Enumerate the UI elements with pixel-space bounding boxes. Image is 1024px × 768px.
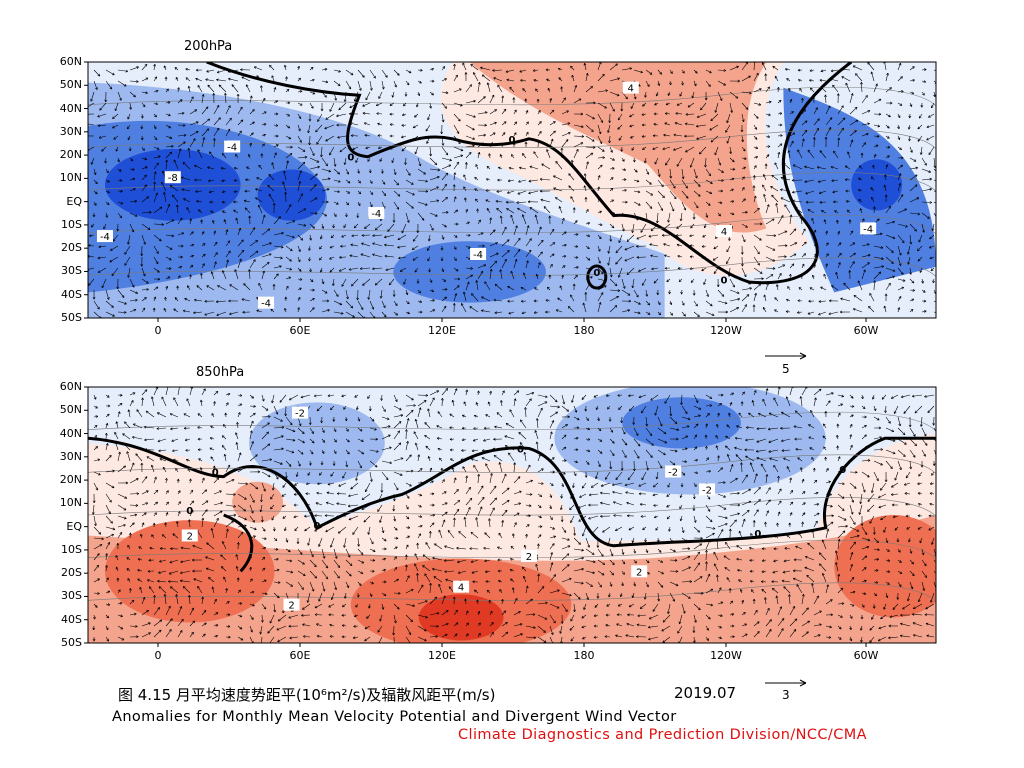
lon-label: 120W bbox=[710, 324, 742, 337]
lat-label: 60N bbox=[59, 55, 82, 68]
contour-label: -4 bbox=[261, 299, 271, 310]
zero-contour bbox=[206, 62, 853, 285]
lat-label: 30S bbox=[61, 589, 82, 603]
contour-label: 0 bbox=[517, 444, 524, 455]
lat-label: 10S bbox=[61, 542, 82, 556]
contour-label: 0 bbox=[347, 153, 354, 164]
lat-label: 20S bbox=[61, 241, 82, 255]
contour-line bbox=[88, 86, 936, 106]
contour-label: 0 bbox=[313, 521, 320, 532]
reference-vector-head bbox=[799, 352, 807, 360]
lat-label: 50S bbox=[61, 311, 82, 324]
lon-label: 120W bbox=[710, 649, 742, 662]
contour-label: 4 bbox=[721, 227, 727, 238]
lat-label: 20N bbox=[59, 148, 82, 162]
panel-title: 200hPa bbox=[184, 39, 233, 54]
reference-vector-head bbox=[799, 679, 807, 687]
contour-label: -2 bbox=[295, 409, 305, 420]
divergent-wind-vectors bbox=[88, 62, 936, 318]
lat-label: 10N bbox=[59, 171, 82, 185]
panel-title: 850hPa bbox=[196, 365, 245, 380]
contour-label: 0 bbox=[754, 529, 761, 540]
contour-label: 4 bbox=[628, 84, 634, 95]
lat-label: 30N bbox=[59, 124, 82, 138]
negative-region bbox=[393, 241, 546, 303]
map-frame bbox=[87, 61, 937, 319]
lat-label: 60N bbox=[59, 380, 82, 393]
lon-label: 60E bbox=[289, 649, 311, 662]
reference-vector-label: 3 bbox=[782, 688, 790, 702]
lon-label: 120E bbox=[428, 649, 456, 662]
contour-label: -4 bbox=[473, 250, 483, 261]
contour-labels: -2 -2 -2 2 2 2 2 4 0 0 0 0 0 0 bbox=[181, 406, 846, 612]
positive-region bbox=[834, 515, 936, 618]
lon-label: 60W bbox=[853, 324, 879, 337]
contour-label: -2 bbox=[702, 485, 712, 496]
lat-label: 10S bbox=[61, 217, 82, 231]
divergent-wind-vectors bbox=[91, 387, 936, 643]
contour-label: 0 bbox=[509, 135, 516, 146]
map-frame bbox=[87, 386, 937, 644]
negative-core bbox=[851, 159, 903, 211]
lat-label: 40N bbox=[59, 426, 82, 440]
reference-vector-label: 5 bbox=[782, 362, 790, 376]
lat-label: 30N bbox=[59, 449, 82, 463]
contour-label: 0 bbox=[212, 467, 219, 478]
negative-core bbox=[257, 169, 326, 221]
contour-label: -4 bbox=[371, 209, 381, 220]
lat-label: 30S bbox=[61, 264, 82, 278]
negative-core bbox=[104, 149, 241, 221]
lat-label: 40S bbox=[61, 287, 82, 301]
lon-label: 120E bbox=[428, 324, 456, 337]
lat-label: 20S bbox=[61, 566, 82, 580]
contour-label: -4 bbox=[100, 232, 110, 243]
contour-label: 2 bbox=[288, 601, 294, 612]
zero-contour bbox=[223, 513, 254, 573]
contour-label: 0 bbox=[839, 465, 846, 476]
lon-label: 60W bbox=[853, 649, 879, 662]
lat-label: 20N bbox=[59, 473, 82, 487]
positive-region bbox=[232, 481, 284, 523]
lat-label: 50N bbox=[59, 78, 82, 92]
caption-date: 2019.07 bbox=[674, 684, 737, 702]
lon-label: 60E bbox=[289, 324, 311, 337]
lon-label: 180 bbox=[573, 324, 595, 337]
contour-label: -2 bbox=[668, 467, 678, 478]
lat-label: 40S bbox=[61, 612, 82, 626]
caption-credit: Climate Diagnostics and Prediction Divis… bbox=[458, 727, 867, 743]
lat-label: 50S bbox=[61, 636, 82, 649]
contour-label: 0 bbox=[186, 506, 193, 517]
lat-label: 10N bbox=[59, 496, 82, 510]
caption-chinese: 图 4.15 月平均速度势距平(10⁶m²/s)及辐散风距平(m/s) bbox=[118, 686, 496, 704]
lat-label: EQ bbox=[66, 519, 82, 533]
negative-core bbox=[622, 397, 741, 449]
negative-region bbox=[249, 402, 385, 485]
contour-label: -8 bbox=[168, 173, 178, 184]
contour-label: 4 bbox=[458, 583, 464, 594]
contour-label: 0 bbox=[593, 268, 600, 279]
zero-contour bbox=[88, 436, 936, 548]
contour-labels: -4 -8 -4 -4 -4 -4 -4 4 4 0 0 0 0 bbox=[96, 81, 877, 310]
lat-label: 40N bbox=[59, 101, 82, 115]
contour-line bbox=[88, 497, 936, 517]
lat-label: 50N bbox=[59, 403, 82, 417]
contour-label: 0 bbox=[721, 276, 728, 287]
contour-line bbox=[88, 129, 936, 149]
contour-label: 2 bbox=[187, 531, 193, 542]
lon-label: 0 bbox=[154, 649, 162, 662]
lon-label: 0 bbox=[154, 324, 162, 337]
caption-english: Anomalies for Monthly Mean Velocity Pote… bbox=[112, 709, 677, 725]
contour-line bbox=[88, 172, 936, 192]
contour-label: 2 bbox=[636, 567, 642, 578]
contour-line bbox=[88, 411, 936, 431]
contour-label: -4 bbox=[227, 142, 237, 153]
contour-label: -4 bbox=[863, 224, 873, 235]
contour-label: 2 bbox=[526, 552, 532, 563]
zero-contour bbox=[586, 264, 608, 290]
positive-core bbox=[418, 594, 504, 641]
lat-label: EQ bbox=[66, 194, 82, 208]
lon-label: 180 bbox=[573, 649, 595, 662]
